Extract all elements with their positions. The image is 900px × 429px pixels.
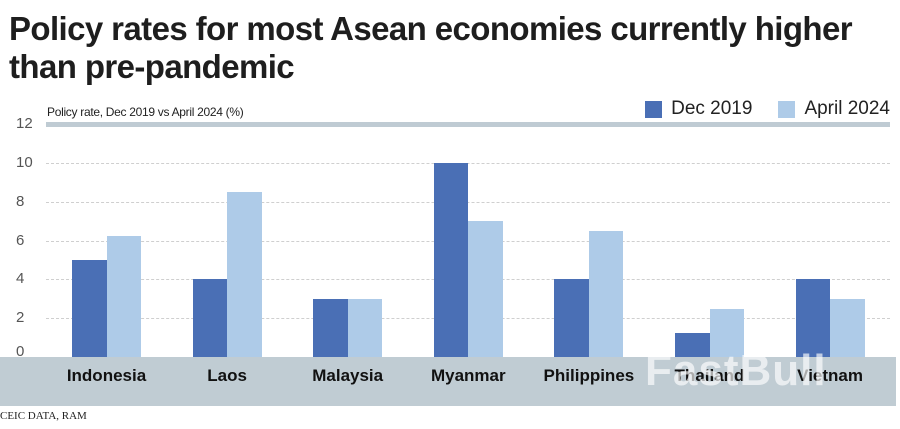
y-tick-label: 12 [16,115,33,133]
x-label-thailand: Thailand [674,366,745,385]
source-note: CEIC DATA, RAM [0,410,87,422]
bar-philippines-april-2024 [588,230,624,357]
y-tick-label: 6 [16,231,25,249]
x-label-malaysia: Malaysia [312,366,384,385]
legend-swatch-april-2024 [778,100,796,118]
y-tick-label: 0 [16,343,25,360]
bar-laos-dec-2019 [192,279,228,357]
y-tick-label: 4 [16,270,25,288]
x-label-myanmar: Myanmar [430,366,506,385]
bar-myanmar-april-2024 [468,221,503,357]
x-label-indonesia: Indonesia [66,366,147,385]
legend-label: Dec 2019 [671,98,753,119]
bar-indonesia-april-2024 [106,235,141,357]
top-axis-bar [46,122,890,127]
legend-swatch-dec-2019 [645,100,663,118]
x-label-laos: Laos [207,366,247,385]
chart-title: Policy rates for most Asean economies cu… [9,10,853,85]
x-label-vietnam: Vietnam [797,366,863,385]
legend: Dec 2019 April 2024 [619,98,890,120]
y-tick-label: 8 [16,192,25,210]
bar-myanmar-dec-2019 [433,163,469,357]
legend-item-dec-2019: Dec 2019 [645,98,752,120]
legend-item-april-2024: April 2024 [778,98,890,120]
bar-indonesia-dec-2019 [72,260,107,357]
bar-vietnam-april-2024 [830,298,865,357]
x-label-philippines: Philippines [543,366,635,385]
legend-label: April 2024 [804,98,890,119]
bar-thailand-april-2024 [709,308,744,357]
chart-subtitle: Policy rate, Dec 2019 vs April 2024 (%) [47,105,244,119]
bar-malaysia-april-2024 [347,298,383,357]
y-tick-label: 2 [16,309,25,327]
x-axis-band [0,357,896,406]
bar-vietnam-dec-2019 [795,279,831,357]
y-tick-label: 10 [16,154,33,171]
watermark: FastBull [645,346,827,395]
bar-malaysia-dec-2019 [313,298,348,357]
bar-laos-april-2024 [227,192,262,357]
bar-thailand-dec-2019 [675,332,710,357]
bar-philippines-dec-2019 [554,279,589,357]
